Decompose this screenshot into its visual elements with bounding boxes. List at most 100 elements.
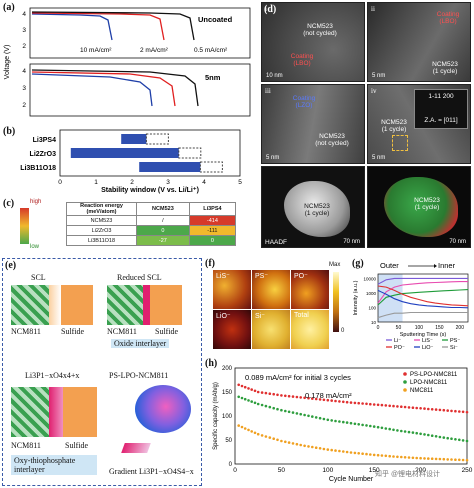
coat-text: Coating — [436, 11, 460, 18]
interface-label: Reduced SCL — [117, 273, 162, 282]
table-header-cell: Reaction energy (meV/atom) — [66, 202, 137, 216]
capacity-point — [427, 457, 430, 460]
capacity-point — [438, 435, 442, 439]
schematic-gradient: PS-LPO-NCM811 Gradient Li3P1−xO4S4−x — [109, 371, 201, 483]
capacity-point — [256, 402, 260, 406]
capacity-point — [380, 454, 384, 457]
table-cell: Li2ZrO3 — [66, 225, 137, 236]
capacity-point — [430, 457, 434, 460]
capacity-point — [291, 395, 295, 398]
tof-map-label: LiS⁻ — [216, 273, 230, 280]
tile-line: (1 cycle) — [432, 68, 458, 75]
capacity-point — [450, 409, 453, 413]
capacity-point — [256, 432, 260, 436]
tem-tile: ii Coating (LBO) NCM523 (1 cycle) 5 nm — [367, 2, 471, 82]
capacity-point — [365, 452, 368, 456]
legend-label: PO⁻ — [394, 345, 405, 351]
capacity-point — [349, 421, 353, 425]
b-row-label: Li2ZrO3 — [30, 151, 57, 158]
gradient-caption: Gradient Li3P1−xO4S4−x — [109, 467, 194, 476]
panel-g-label: (g) — [352, 258, 364, 269]
highlight-box — [392, 135, 408, 151]
panel-f: (f) LiS⁻ PS⁻ PO⁻ LiO⁻ Si⁻ Total Max 0 — [205, 258, 353, 356]
tof-map-tile: Total — [291, 310, 329, 349]
panel-b: (b) Li3PS4 Li2ZrO3 Li3B11O18 0 1 2 3 4 5 Stabil… — [0, 124, 258, 194]
tof-map-label: Si⁻ — [255, 313, 265, 320]
b-xtick-label: 2 — [130, 179, 134, 186]
capacity-point — [461, 410, 465, 414]
scl-layer — [49, 285, 61, 325]
b-row-label: Li3B11O18 — [20, 165, 56, 172]
tile-line: (not cycled) — [303, 30, 337, 37]
capacity-point — [388, 454, 391, 458]
capacity-point — [334, 399, 337, 403]
cathode-layer — [11, 285, 49, 325]
capacity-point — [446, 458, 449, 461]
h-ytick-label: 100 — [222, 414, 233, 420]
capacity-point — [240, 425, 244, 429]
capacity-point — [446, 436, 449, 440]
energy-color-scale — [20, 208, 29, 244]
capacity-point — [442, 408, 446, 412]
tile-line: (1 cycle) — [414, 204, 440, 211]
capacity-point — [380, 426, 384, 430]
capacity-point — [465, 439, 469, 443]
table-cell: -111 — [188, 225, 237, 236]
tile-index: iv — [371, 87, 377, 95]
capacity-point — [376, 453, 380, 457]
tem-tile: iii Coating (LZO) NCM523 (not cycled) 5 nm — [261, 84, 365, 164]
capacity-point — [392, 455, 395, 458]
cathode-label: NCM811 — [107, 327, 137, 336]
capacity-point — [247, 428, 250, 432]
capacity-point — [365, 402, 368, 406]
capacity-point — [454, 438, 457, 441]
capacity-point — [388, 427, 391, 431]
tile-title: NCM523 (not cycled) — [302, 133, 362, 147]
capacity-point — [353, 401, 357, 405]
tem-tile: NCM523 (1 cycle) 70 nm — [367, 166, 471, 248]
capacity-point — [465, 410, 469, 414]
a-ylabel: Voltage (V) — [4, 45, 11, 80]
panel-c-label: (c) — [3, 198, 15, 209]
capacity-point — [284, 409, 287, 413]
capacity-point — [250, 388, 253, 391]
b-row-label: Li3PS4 — [33, 137, 56, 144]
capacity-point — [372, 403, 376, 406]
cathode-label: NCM811 — [11, 441, 41, 450]
tof-map-tile: PO⁻ — [291, 270, 329, 309]
a-ytick-label: 3 — [22, 85, 26, 92]
legend-swatch — [403, 388, 407, 392]
capacity-point — [272, 437, 275, 440]
tof-map-tile: PS⁻ — [252, 270, 290, 309]
legend-label: LPO-NMC811 — [410, 380, 448, 386]
oxide-interlayer — [143, 285, 150, 325]
capacity-point — [349, 451, 353, 454]
capacity-point — [450, 458, 453, 461]
tile-line: NCM523 — [319, 133, 345, 140]
depth-profile-chart: Outer Inner 0 50 100 150 200 10000 1000 100 10 Sput… — [353, 261, 469, 351]
capacity-point — [287, 394, 291, 398]
capacity-point — [384, 427, 388, 430]
a-ytick-label: 4 — [22, 68, 26, 75]
capacity-point — [307, 396, 310, 400]
capacity-point — [284, 394, 287, 398]
oxythio-interlayer — [49, 387, 63, 437]
capacity-point — [342, 400, 345, 404]
capacity-point — [280, 394, 283, 397]
capacity-point — [369, 453, 372, 456]
h-ytick-label: 0 — [229, 462, 233, 468]
g-ylabel: Intensity (a.u.) — [353, 280, 359, 315]
capacity-point — [407, 406, 411, 409]
tile-line: (not cycled) — [315, 140, 349, 147]
capacity-point — [345, 400, 349, 404]
h-ytick-label: 50 — [225, 438, 232, 444]
stability-bar-outline — [145, 133, 169, 145]
capacity-point — [256, 390, 260, 394]
gradient-particle — [135, 385, 191, 433]
capacity-point — [318, 447, 322, 450]
capacity-point — [458, 410, 461, 413]
legend-label: LiS⁻ — [422, 338, 433, 344]
capacity-point — [411, 456, 415, 460]
capacity-point — [322, 447, 326, 451]
a-ytick-label: 4 — [22, 11, 26, 18]
